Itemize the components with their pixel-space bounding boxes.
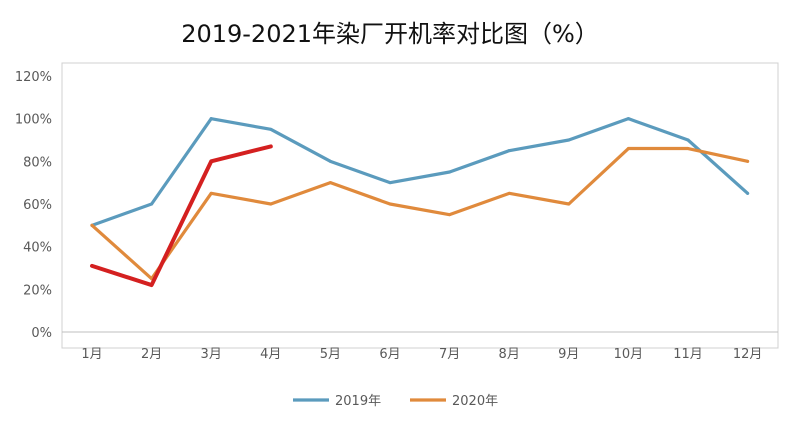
data-point bbox=[567, 138, 571, 142]
data-point bbox=[626, 117, 630, 121]
data-point bbox=[90, 223, 94, 227]
x-tick-label: 8月 bbox=[499, 347, 520, 362]
x-tick-label: 10月 bbox=[614, 347, 644, 362]
y-tick-label: 100% bbox=[15, 113, 52, 128]
legend-label: 2019年 bbox=[335, 394, 381, 409]
data-point bbox=[209, 159, 213, 163]
data-point bbox=[269, 202, 273, 206]
data-point bbox=[209, 117, 213, 121]
data-point bbox=[507, 191, 511, 195]
x-tick-label: 1月 bbox=[81, 347, 102, 362]
data-point bbox=[448, 170, 452, 174]
data-point bbox=[388, 181, 392, 185]
data-point bbox=[209, 191, 213, 195]
x-tick-label: 7月 bbox=[439, 347, 460, 362]
y-tick-label: 0% bbox=[31, 326, 52, 341]
data-point bbox=[507, 149, 511, 153]
data-point bbox=[567, 202, 571, 206]
plot-area-border bbox=[61, 62, 779, 349]
series-line-2020年 bbox=[90, 146, 750, 281]
x-tick-label: 9月 bbox=[558, 347, 579, 362]
data-point bbox=[269, 127, 273, 131]
y-tick-label: 120% bbox=[15, 70, 52, 85]
data-point bbox=[626, 147, 630, 151]
data-point bbox=[328, 181, 332, 185]
data-point bbox=[686, 138, 690, 142]
legend: 2019年 2020年 bbox=[293, 394, 498, 409]
x-tick-label: 4月 bbox=[260, 347, 281, 362]
x-tick-label: 12月 bbox=[733, 347, 763, 362]
data-point bbox=[448, 213, 452, 217]
x-tick-label: 3月 bbox=[201, 347, 222, 362]
series-line-2019年 bbox=[90, 117, 750, 227]
x-tick-label: 11月 bbox=[673, 347, 703, 362]
chart-title: 2019-2021年染厂开机率对比图（%） bbox=[181, 20, 599, 48]
data-point bbox=[269, 144, 273, 148]
legend-label: 2020年 bbox=[452, 394, 498, 409]
data-point bbox=[150, 202, 154, 206]
data-point bbox=[686, 147, 690, 151]
series-line-2021 bbox=[90, 144, 273, 288]
y-tick-label: 20% bbox=[23, 283, 52, 298]
x-tick-label: 2月 bbox=[141, 347, 162, 362]
data-point bbox=[746, 159, 750, 163]
x-tick-label: 6月 bbox=[379, 347, 400, 362]
y-tick-label: 60% bbox=[23, 198, 52, 213]
data-point bbox=[90, 264, 94, 268]
data-point bbox=[388, 202, 392, 206]
y-tick-label: 40% bbox=[23, 241, 52, 256]
data-point bbox=[328, 159, 332, 163]
data-point bbox=[746, 191, 750, 195]
data-point bbox=[150, 283, 154, 287]
x-tick-label: 5月 bbox=[320, 347, 341, 362]
y-tick-label: 80% bbox=[23, 155, 52, 170]
